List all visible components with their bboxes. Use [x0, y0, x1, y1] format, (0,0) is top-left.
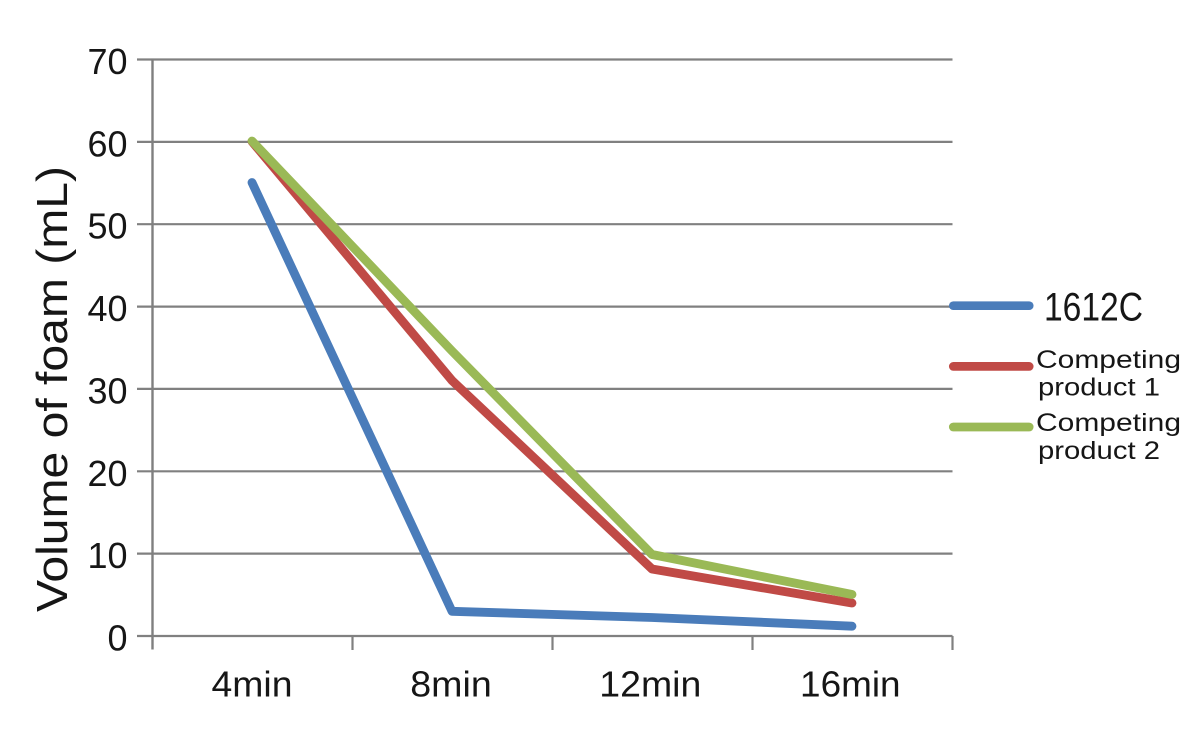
svg-text:product 2: product 2: [1038, 437, 1160, 465]
svg-text:16min: 16min: [800, 663, 901, 704]
svg-text:0: 0: [107, 618, 127, 659]
svg-text:20: 20: [87, 453, 127, 494]
svg-text:8min: 8min: [410, 663, 492, 704]
svg-text:70: 70: [87, 41, 127, 82]
svg-text:Competing: Competing: [1036, 346, 1181, 374]
svg-text:50: 50: [87, 206, 127, 247]
svg-text:1612C: 1612C: [1044, 285, 1143, 329]
svg-text:60: 60: [87, 123, 127, 164]
svg-text:product 1: product 1: [1038, 374, 1160, 402]
svg-text:Competing: Competing: [1036, 409, 1181, 437]
svg-text:40: 40: [87, 288, 127, 329]
svg-text:4min: 4min: [212, 663, 293, 704]
svg-text:Volume of foam (mL): Volume of foam (mL): [28, 166, 77, 612]
svg-text:10: 10: [87, 535, 127, 576]
svg-text:12min: 12min: [599, 663, 701, 704]
svg-text:30: 30: [87, 370, 127, 411]
